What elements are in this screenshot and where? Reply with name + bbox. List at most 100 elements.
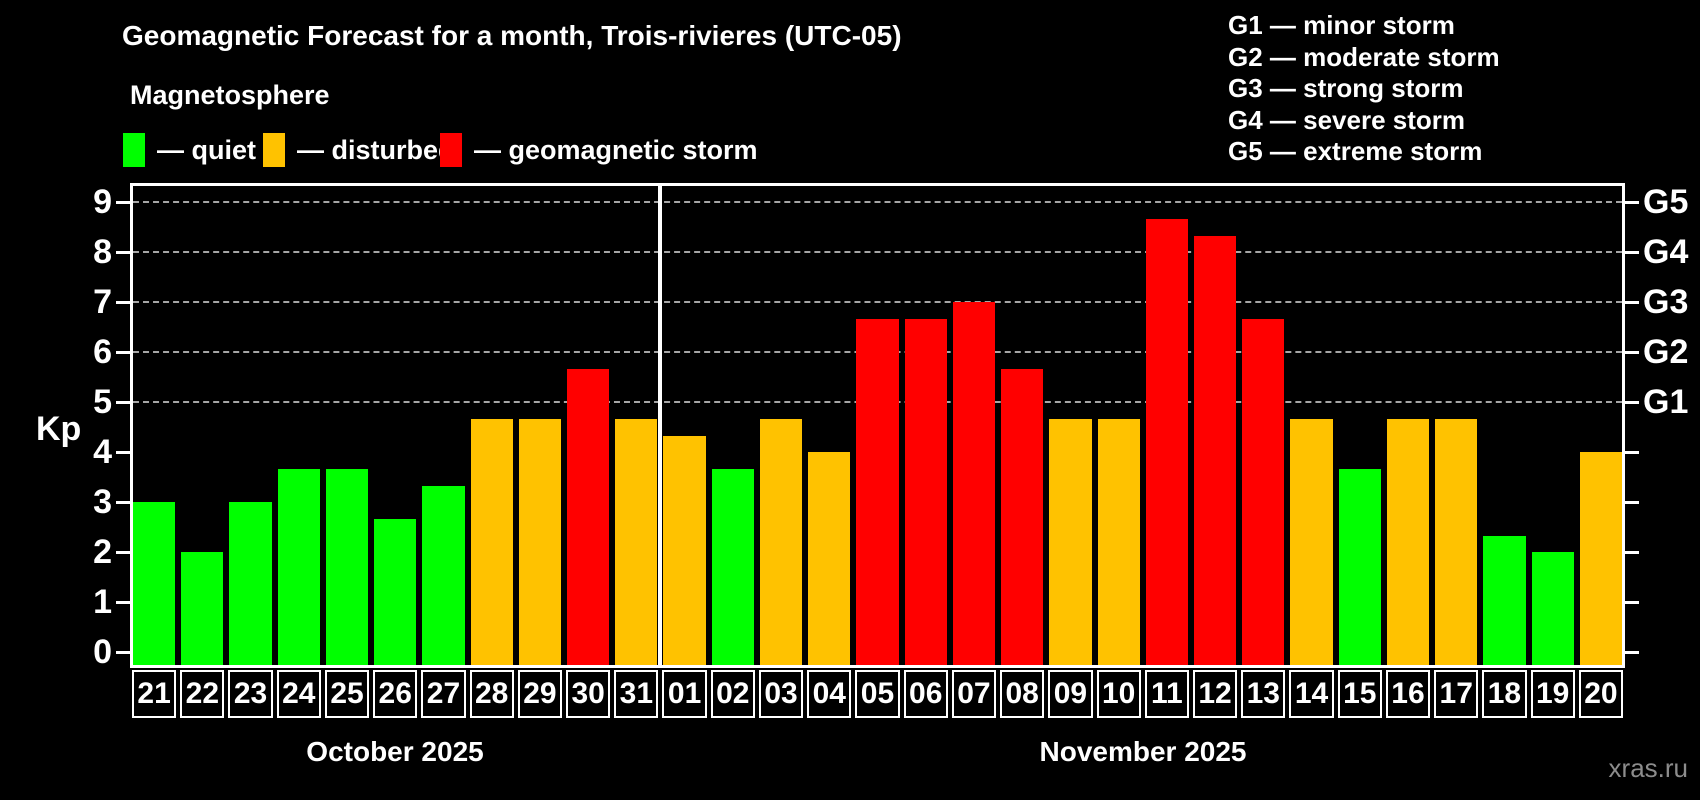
y-axis-label: Kp bbox=[36, 410, 82, 448]
g-scale-label-g1: G1 bbox=[1643, 383, 1689, 421]
y-tick-right-4 bbox=[1625, 451, 1639, 454]
day-cell-11: 11 bbox=[1144, 670, 1189, 718]
g-legend-line-g3: G3 — strong storm bbox=[1228, 73, 1464, 103]
day-cell-20: 20 bbox=[1578, 670, 1623, 718]
g-legend-line-g4: G4 — severe storm bbox=[1228, 104, 1466, 135]
day-cell-04: 04 bbox=[807, 670, 852, 718]
g-scale-legend: G1 — minor storm G2 — moderate storm G3 … bbox=[1228, 10, 1500, 168]
quiet-color-swatch bbox=[123, 133, 145, 167]
day-cell-25: 25 bbox=[324, 670, 370, 718]
kp-bar-21 bbox=[133, 502, 176, 668]
y-tick-label-6: 6 bbox=[93, 333, 112, 371]
kp-bar-24 bbox=[277, 468, 320, 668]
y-tick-right-6 bbox=[1625, 351, 1639, 354]
y-tick-label-2: 2 bbox=[93, 533, 112, 571]
kp-bar-29 bbox=[518, 418, 562, 668]
day-cell-07: 07 bbox=[951, 670, 997, 718]
kp-bar-05 bbox=[856, 318, 899, 668]
day-cell-16: 16 bbox=[1385, 670, 1431, 718]
kp-bar-16 bbox=[1386, 418, 1430, 668]
day-cell-06: 06 bbox=[903, 670, 948, 718]
y-tick-right-9 bbox=[1625, 201, 1639, 204]
kp-bar-26 bbox=[374, 518, 417, 668]
gridline-kp9 bbox=[133, 201, 1622, 203]
month-label-october: October 2025 bbox=[306, 736, 484, 767]
day-cell-12: 12 bbox=[1192, 670, 1238, 718]
y-tick-left-5 bbox=[116, 401, 130, 404]
day-cell-28: 28 bbox=[469, 670, 514, 718]
g-scale-label-g5: G5 bbox=[1643, 183, 1689, 221]
kp-bar-08 bbox=[1001, 368, 1044, 668]
y-tick-label-9: 9 bbox=[93, 183, 112, 221]
kp-bar-03 bbox=[759, 418, 803, 668]
legend-item-disturbed: — disturbed bbox=[263, 132, 455, 168]
g-scale-label-g3: G3 bbox=[1643, 283, 1689, 321]
y-tick-right-8 bbox=[1625, 251, 1639, 254]
y-tick-label-7: 7 bbox=[93, 283, 112, 321]
month-separator bbox=[658, 183, 663, 668]
gridline-kp7 bbox=[133, 301, 1622, 303]
day-cell-18: 18 bbox=[1482, 670, 1527, 718]
month-label-november: November 2025 bbox=[1039, 736, 1247, 767]
y-tick-right-0 bbox=[1625, 651, 1639, 654]
kp-bar-31 bbox=[615, 418, 658, 668]
y-tick-left-8 bbox=[116, 251, 130, 254]
y-tick-left-4 bbox=[116, 451, 130, 454]
day-cell-31: 31 bbox=[614, 670, 659, 718]
y-tick-label-0: 0 bbox=[93, 633, 112, 671]
kp-bar-23 bbox=[229, 502, 272, 668]
kp-bar-07 bbox=[952, 302, 996, 668]
y-tick-left-7 bbox=[116, 301, 130, 304]
day-cell-08: 08 bbox=[1000, 670, 1045, 718]
kp-bar-13 bbox=[1242, 318, 1285, 668]
day-cell-10: 10 bbox=[1096, 670, 1141, 718]
g-legend-line-g5: G5 — extreme storm bbox=[1228, 136, 1483, 166]
kp-bar-06 bbox=[904, 318, 947, 668]
g-scale-label-g2: G2 bbox=[1643, 333, 1689, 371]
day-cell-27: 27 bbox=[421, 670, 466, 718]
y-tick-right-3 bbox=[1625, 501, 1639, 504]
kp-bar-22 bbox=[181, 552, 224, 668]
g-legend-line-g2: G2 — moderate storm bbox=[1228, 41, 1500, 72]
y-tick-left-9 bbox=[116, 201, 130, 204]
y-tick-label-3: 3 bbox=[93, 483, 112, 521]
kp-bar-01 bbox=[663, 435, 706, 668]
kp-bar-30 bbox=[567, 368, 610, 668]
y-tick-right-5 bbox=[1625, 401, 1639, 404]
day-cell-13: 13 bbox=[1241, 670, 1286, 718]
y-tick-left-2 bbox=[116, 551, 130, 554]
kp-bar-10 bbox=[1097, 418, 1140, 668]
kp-bar-20 bbox=[1579, 452, 1622, 668]
kp-bar-27 bbox=[422, 485, 465, 668]
y-tick-label-8: 8 bbox=[93, 233, 112, 271]
y-tick-label-1: 1 bbox=[93, 583, 112, 621]
legend-item-quiet: — quiet bbox=[123, 132, 256, 168]
day-cell-14: 14 bbox=[1289, 670, 1334, 718]
kp-bar-09 bbox=[1049, 418, 1092, 668]
kp-bar-19 bbox=[1531, 552, 1574, 668]
day-cell-17: 17 bbox=[1434, 670, 1479, 718]
disturbed-color-swatch bbox=[263, 133, 285, 167]
y-tick-label-5: 5 bbox=[93, 383, 112, 421]
y-tick-right-2 bbox=[1625, 551, 1639, 554]
y-tick-right-7 bbox=[1625, 301, 1639, 304]
kp-bar-28 bbox=[470, 418, 513, 668]
kp-bar-02 bbox=[711, 468, 754, 668]
storm-color-swatch bbox=[440, 133, 462, 167]
day-cell-02: 02 bbox=[710, 670, 755, 718]
day-cell-23: 23 bbox=[228, 670, 273, 718]
y-tick-left-6 bbox=[116, 351, 130, 354]
legend-label-quiet: — quiet bbox=[157, 134, 256, 165]
day-cell-21: 21 bbox=[132, 670, 177, 718]
day-cell-09: 09 bbox=[1048, 670, 1093, 718]
day-cell-19: 19 bbox=[1530, 670, 1575, 718]
chart-title: Geomagnetic Forecast for a month, Trois-… bbox=[122, 20, 902, 51]
legend-label-disturbed: — disturbed bbox=[297, 134, 455, 165]
legend-label-storm: — geomagnetic storm bbox=[474, 134, 758, 165]
g-legend-line-g1: G1 — minor storm bbox=[1228, 10, 1455, 40]
kp-bar-17 bbox=[1435, 418, 1478, 668]
watermark: xras.ru bbox=[1608, 753, 1688, 783]
day-cell-24: 24 bbox=[276, 670, 321, 718]
day-cell-29: 29 bbox=[517, 670, 563, 718]
day-cell-30: 30 bbox=[566, 670, 611, 718]
